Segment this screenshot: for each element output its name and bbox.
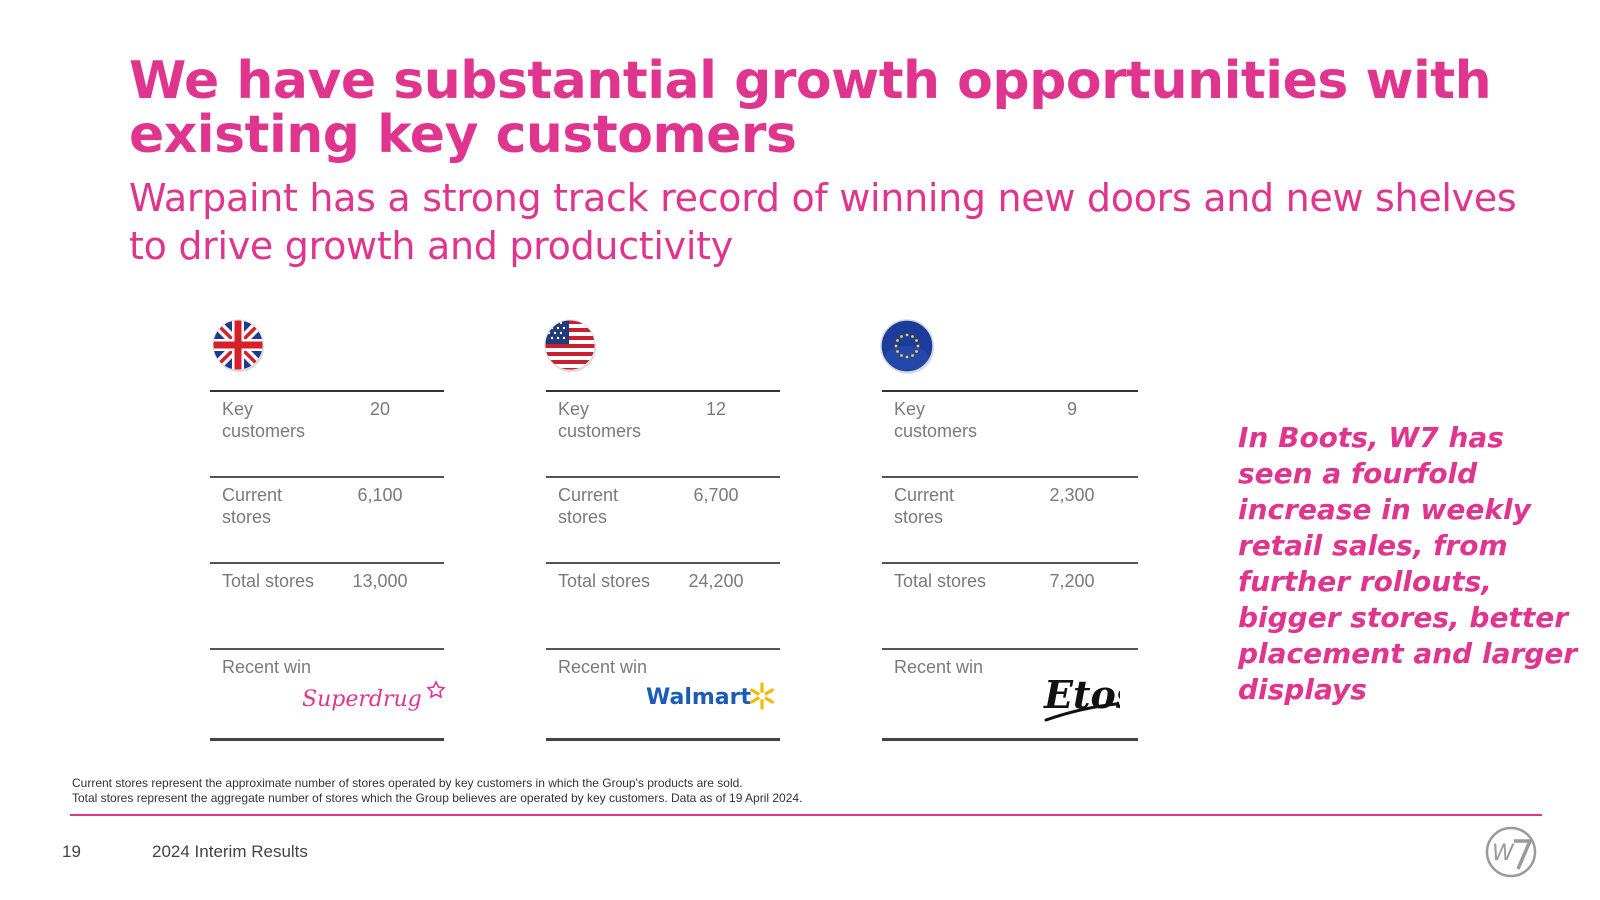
svg-text:Superdrug: Superdrug [302, 687, 422, 712]
row-value: 2,300 [1049, 485, 1095, 505]
w7-logo-icon: W [1484, 825, 1538, 884]
footnote: Current stores represent the approximate… [72, 776, 1172, 806]
row-label: Current stores [894, 485, 955, 527]
footer-divider [70, 814, 1542, 816]
table-rule [546, 738, 780, 741]
table-row: Recent win Etos [882, 650, 1138, 738]
page-title: We have substantial growth opportunities… [129, 51, 1492, 165]
row-value: 13,000 [352, 571, 408, 591]
row-label: Total stores [558, 571, 651, 591]
row-label: Recent win [894, 657, 984, 677]
footnote-line: Total stores represent the aggregate num… [72, 791, 803, 805]
row-value: 24,200 [688, 571, 744, 591]
row-label: Key customers [894, 399, 978, 441]
us-table: Key customers 12 Current stores 6,700 To… [546, 390, 780, 741]
table-row: Total stores 7,200 [882, 564, 1138, 650]
row-label: Key customers [558, 399, 642, 441]
boots-callout: In Boots, W7 has seen a fourfold increas… [1238, 421, 1578, 706]
svg-text:W: W [1492, 841, 1515, 866]
row-value: 20 [369, 399, 391, 419]
row-label: Total stores [894, 571, 987, 591]
table-row: Key customers 9 [882, 392, 1138, 478]
table-row: Total stores 24,200 [546, 564, 780, 650]
eu-flag-icon [879, 318, 934, 374]
table-row: Key customers 12 [546, 392, 780, 478]
row-label: Recent win [558, 657, 648, 677]
us-flag-icon [543, 318, 597, 372]
row-label: Recent win [222, 657, 312, 677]
etos-logo: Etos [1040, 668, 1137, 731]
table-row: Key customers 20 [210, 392, 444, 478]
eu-table: Key customers 9 Current stores 2,300 Tot… [882, 390, 1138, 741]
table-row: Total stores 13,000 [210, 564, 444, 650]
svg-text:Walmart: Walmart [646, 685, 751, 710]
table-rule [210, 738, 444, 741]
row-value: 6,100 [357, 485, 403, 505]
row-value: 9 [1066, 399, 1077, 419]
row-label: Total stores [222, 571, 315, 591]
table-row: Current stores 6,700 [546, 478, 780, 564]
superdrug-logo: Superdrug [298, 678, 448, 723]
footnote-line: Current stores represent the approximate… [72, 776, 743, 790]
page-number: 19 [62, 842, 81, 861]
table-row: Current stores 6,100 [210, 478, 444, 564]
page-subtitle: Warpaint has a strong track record of wi… [129, 176, 1517, 268]
table-rule [546, 390, 780, 392]
table-rule [882, 738, 1138, 741]
table-row: Recent win Superdrug [210, 650, 446, 738]
table-rule [210, 390, 444, 392]
row-label: Current stores [558, 485, 619, 527]
row-label: Key customers [222, 399, 306, 441]
row-value: 7,200 [1049, 571, 1095, 591]
row-label: Current stores [222, 485, 283, 527]
walmart-logo: Walmart [644, 676, 780, 721]
table-row: Recent win Walmart [546, 650, 780, 738]
footer-title: 2024 Interim Results [152, 842, 308, 861]
table-rule [882, 390, 1138, 392]
row-value: 6,700 [693, 485, 739, 505]
uk-flag-icon [211, 318, 265, 372]
uk-table: Key customers 20 Current stores 6,100 To… [210, 390, 446, 741]
row-value: 12 [705, 399, 727, 419]
table-row: Current stores 2,300 [882, 478, 1138, 564]
